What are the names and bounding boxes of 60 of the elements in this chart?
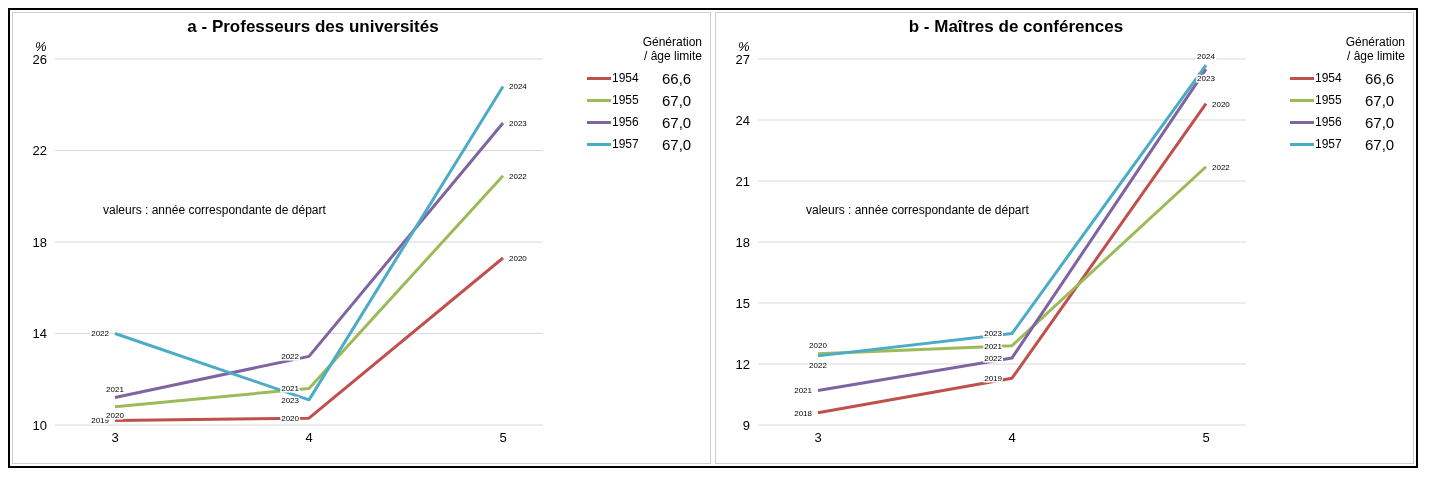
annotation: 2022: [1212, 162, 1231, 172]
text: 67,0: [1365, 113, 1396, 131]
y-tick-label: 14: [32, 326, 47, 342]
y-tick-label: 18: [735, 234, 750, 250]
annotation: 2020: [509, 253, 528, 263]
annotation: 2023: [281, 395, 300, 405]
legend-label: 1954: [1315, 71, 1343, 85]
annotation: valeurs : année correspondante de départ: [806, 203, 1029, 217]
annotation: 2022: [281, 352, 300, 362]
y-tick-label: 24: [735, 112, 750, 128]
legend-label: 1954: [612, 71, 640, 85]
y-tick-label: 26: [32, 51, 47, 67]
text: 67,0: [662, 113, 693, 131]
y-tick-label: 18: [32, 234, 47, 250]
legend-label: 1955: [612, 93, 640, 107]
y-tick-label: 15: [735, 295, 750, 311]
y-tick-label: 9: [742, 417, 750, 433]
annotation: 2022: [509, 171, 528, 181]
legend-label: 1955: [1315, 93, 1343, 107]
legend-label: 1957: [1315, 137, 1343, 151]
text: 66,6: [662, 69, 693, 87]
annotation: 2022: [809, 360, 828, 370]
legend-label: 1957: [612, 137, 640, 151]
legend-label: 1956: [1315, 115, 1343, 129]
text: 66,6: [1365, 69, 1396, 87]
annotation: 2021: [281, 384, 300, 394]
annotation: 2021: [794, 386, 813, 396]
annotation: 2023: [984, 329, 1003, 339]
annotation: valeurs : année correspondante de départ: [103, 203, 326, 217]
x-tick-label: 3: [111, 430, 119, 446]
text: 67,0: [662, 135, 693, 153]
y-tick-label: 10: [32, 417, 47, 433]
x-tick-label: 5: [1202, 430, 1210, 446]
annotation: 2018: [794, 408, 813, 418]
chart-title: a - Professeurs des universités: [186, 17, 440, 37]
text: 67,0: [1365, 135, 1396, 153]
annotation: 2023: [509, 118, 528, 128]
legend-title: Génération / âge limite: [641, 35, 702, 63]
legend-title: Génération / âge limite: [1344, 35, 1405, 63]
annotation: 2022: [91, 329, 110, 339]
annotation: 2021: [106, 384, 125, 394]
annotation: 2019: [984, 374, 1003, 384]
x-tick-label: 3: [814, 430, 822, 446]
annotation: 2024: [1197, 52, 1216, 62]
annotation: 2020: [1212, 99, 1231, 109]
y-axis-title: %: [35, 39, 47, 54]
legend-label: 1956: [612, 115, 640, 129]
x-tick-label: 4: [1008, 430, 1016, 446]
text: 67,0: [662, 91, 693, 109]
text: 67,0: [1365, 91, 1396, 109]
y-tick-label: 21: [735, 173, 750, 189]
y-tick-label: 27: [735, 51, 750, 67]
x-tick-label: 5: [499, 430, 507, 446]
annotation: 2024: [509, 82, 528, 92]
chart-title: b - Maîtres de conférences: [907, 17, 1125, 37]
y-tick-label: 22: [32, 143, 47, 159]
x-tick-label: 4: [305, 430, 313, 446]
annotation: 2020: [809, 340, 828, 350]
y-axis-title: %: [738, 39, 750, 54]
y-tick-label: 12: [735, 356, 750, 372]
